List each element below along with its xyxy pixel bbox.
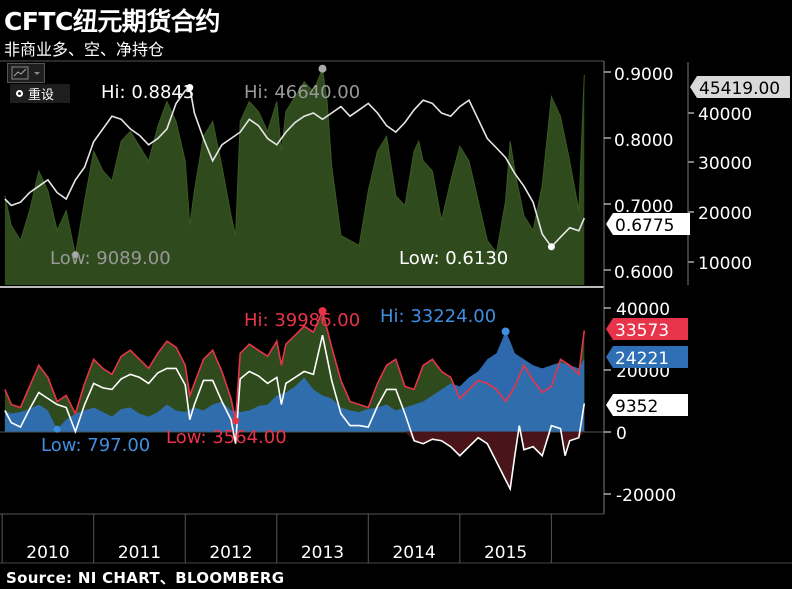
x-tick-label: 2011 [118,543,161,563]
net-line-group [4,335,586,492]
price-last-value: 0.6775 [615,216,674,236]
short-last-value: 24221 [615,349,669,369]
hi-long-label: Hi: 39986.00 [244,310,360,331]
bottom-annotations-group: Hi: 39986.00 Hi: 33224.00 Low: 797.00 Lo… [41,306,510,456]
low-long-marker [232,417,240,425]
long-last-tag [606,318,688,340]
net-negative-area-group [4,431,585,489]
top-annotations-group: Hi: 0.8843 Hi: 46640.00 Low: 9089.00 Low… [50,64,555,269]
low-price-marker [547,243,555,251]
top-panel: Hi: 0.8843 Hi: 46640.00 Low: 9089.00 Low… [4,64,586,285]
x-axis-ticks: 2010 2011 2012 2013 2014 2015 [1,514,552,563]
hi-price-marker [186,84,194,91]
oi-tick-label: 20000 [698,204,752,224]
low-oi-label: Low: 9089.00 [50,248,171,269]
hi-short-label: Hi: 33224.00 [380,306,496,327]
net-line [4,335,586,492]
hi-short-marker [501,327,510,336]
position-tick-label: 40000 [616,300,670,320]
bottom-right-axis: 40000 20000 0 -20000 33573 24221 9352 [604,300,688,506]
price-last-tag [606,213,690,235]
low-short-marker [53,425,61,433]
oi-tick-label: 10000 [698,254,752,274]
chart-title: CFTC纽元期货合约 [4,7,220,36]
chart-subtitle: 非商业多、空、净持仓 [4,40,165,59]
bottom-panel: Hi: 39986.00 Hi: 33224.00 Low: 797.00 Lo… [0,306,604,492]
short-last-tag [606,346,688,368]
net-last-tag [606,394,688,416]
open-interest-edge [4,66,585,255]
long-line-group [4,308,586,422]
short-area-group [4,331,585,432]
price-tick-label: 0.9000 [614,65,673,85]
top-right-axis: 0.9000 0.8000 0.7000 0.6000 40000 30000 … [604,62,790,285]
position-tick-label: -20000 [616,486,676,506]
net-negative-area [4,431,585,489]
oi-last-tag [690,76,790,98]
x-tick-label: 2012 [209,543,252,563]
price-line [4,86,586,249]
x-tick-label: 2013 [301,543,344,563]
x-tick-label: 2010 [26,543,69,563]
source-note: Source: NI CHART、BLOOMBERG [6,569,285,587]
open-interest-area-group [4,66,585,285]
price-tick-label: 0.6000 [614,263,673,283]
long-line [4,308,586,422]
low-long-label: Low: 3564.00 [166,427,287,448]
price-tick-label: 0.7000 [614,197,673,217]
hi-oi-marker [318,64,327,73]
low-short-label: Low: 797.00 [41,435,150,456]
chart-type-button[interactable] [7,63,45,83]
price-tick-label: 0.8000 [614,131,673,151]
x-tick-label: 2015 [484,543,527,563]
hi-oi-label: Hi: 46640.00 [244,82,360,103]
low-oi-marker [71,251,79,259]
x-tick-label: 2014 [392,543,435,563]
position-tick-label: 0 [616,424,627,444]
net-last-value: 9352 [615,397,658,417]
reset-button[interactable]: 重设 [10,84,70,103]
long-last-value: 33573 [615,321,669,341]
oi-last-value: 45419.00 [699,79,780,99]
hi-price-label: Hi: 0.8843 [101,82,194,103]
line-chart-icon [11,66,40,80]
radio-dot-icon [16,90,23,97]
hi-long-marker [318,307,327,316]
price-line-group [4,86,586,249]
oi-tick-label: 40000 [698,105,752,125]
oi-tick-label: 30000 [698,154,752,174]
short-area [4,331,585,432]
open-interest-area [4,68,585,285]
low-price-label: Low: 0.6130 [399,248,508,269]
reset-label: 重设 [28,88,55,103]
